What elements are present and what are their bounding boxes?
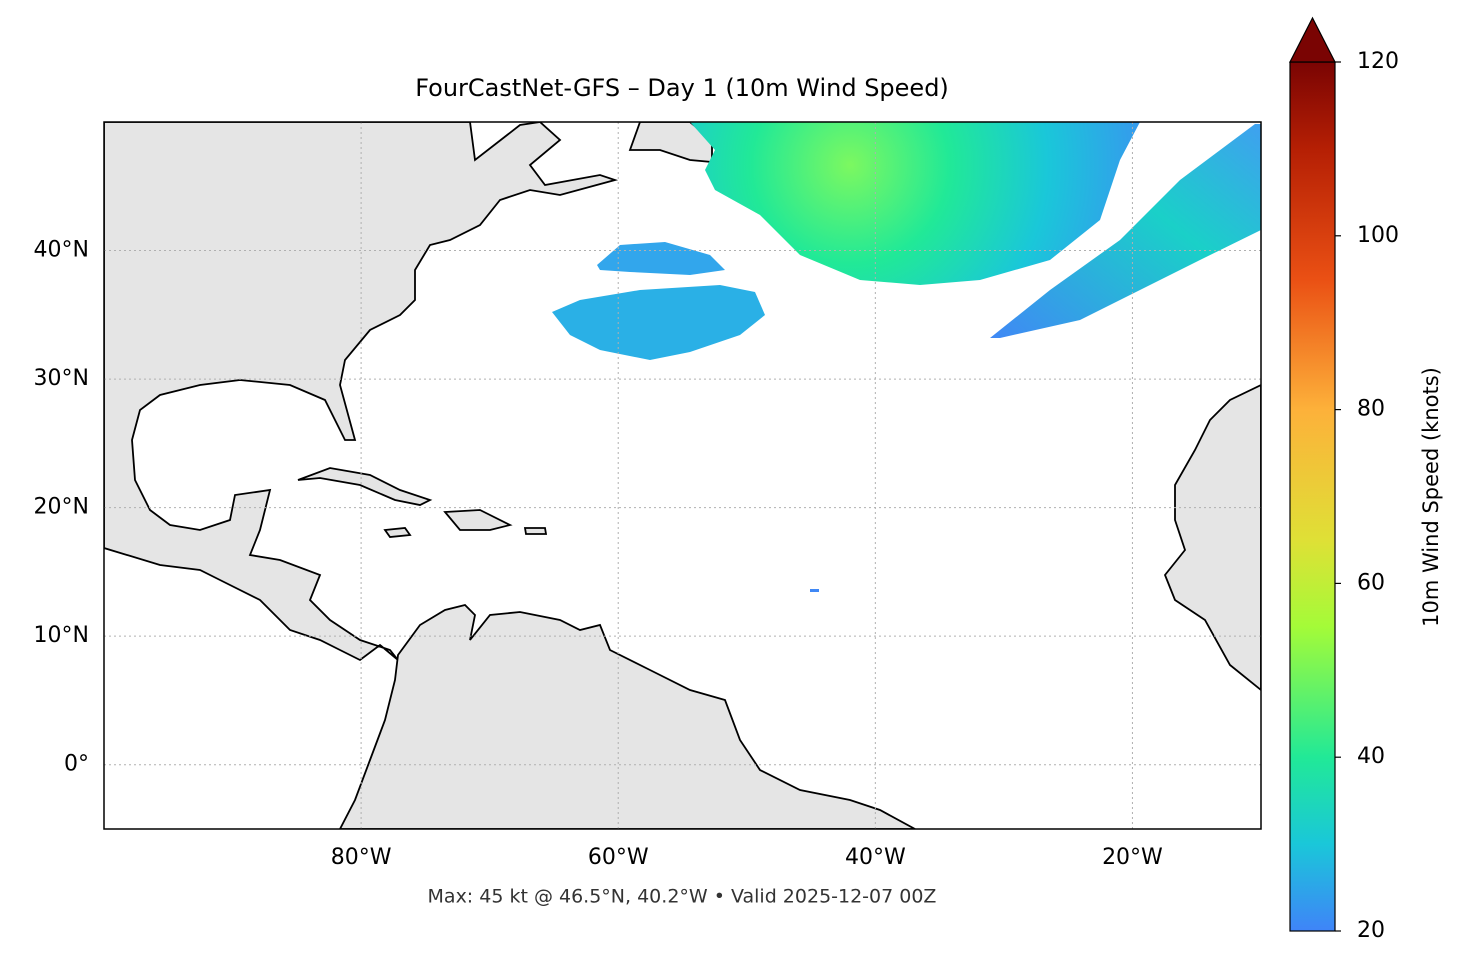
colorbar-tick-label: 20 [1357, 918, 1385, 943]
colorbar-tick-label: 40 [1357, 744, 1385, 769]
north-america [104, 122, 619, 662]
y-tick-label: 40°N [34, 238, 89, 263]
map-layers [104, 122, 1261, 829]
puerto-rico [523, 527, 548, 535]
x-tick-label: 20°W [1102, 845, 1163, 870]
y-tick-label: 20°N [34, 495, 89, 520]
y-tick-label: 0° [64, 752, 89, 777]
x-tick-label: 80°W [331, 845, 392, 870]
wind-region [690, 122, 1140, 285]
y-tick-label: 30°N [34, 366, 89, 391]
y-tick-label: 10°N [34, 623, 89, 648]
colorbar-tick-label: 60 [1357, 570, 1385, 595]
colorbar: 10m Wind Speed (knots) 20 40 60 80 100 120 [1289, 16, 1443, 943]
jamaica [383, 527, 412, 538]
wind-region [990, 124, 1261, 338]
colorbar-extend [1289, 16, 1336, 63]
colorbar-tick-label: 120 [1357, 49, 1399, 74]
wind-field [552, 122, 1261, 592]
colorbar-tick-label: 100 [1357, 223, 1399, 248]
colorbar-label: 10m Wind Speed (knots) [1419, 367, 1443, 627]
footnote: Max: 45 kt @ 46.5°N, 40.2°W • Valid 2025… [428, 886, 937, 908]
south-america [338, 604, 916, 829]
chart-title: FourCastNet-GFS – Day 1 (10m Wind Speed) [415, 74, 949, 102]
africa [1163, 384, 1261, 692]
x-tick-label: 40°W [845, 845, 906, 870]
colorbar-ramp [1289, 61, 1336, 932]
x-tick-label: 60°W [588, 845, 649, 870]
land [104, 122, 1261, 829]
wind-region [810, 589, 819, 592]
cuba [297, 467, 433, 506]
hispaniola [443, 509, 513, 531]
map-frame [103, 121, 1262, 830]
wind-region [552, 285, 765, 360]
colorbar-tick-label: 80 [1357, 397, 1385, 422]
